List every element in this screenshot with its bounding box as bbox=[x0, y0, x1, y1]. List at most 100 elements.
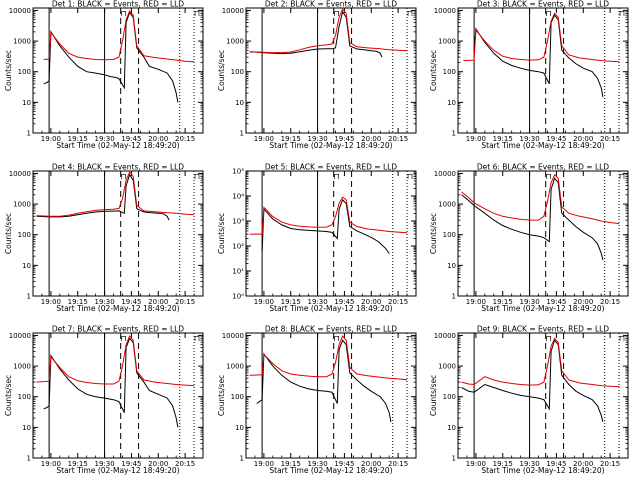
x-tick-label: 19:00 bbox=[254, 135, 274, 143]
series-line-events bbox=[43, 11, 179, 103]
state-marker-glyph: ⊓ bbox=[121, 172, 127, 181]
series-line-events bbox=[256, 339, 392, 423]
y-axis-label: Counts/sec bbox=[4, 50, 13, 91]
series-line-events bbox=[461, 177, 604, 261]
y-tick-label: 1 bbox=[27, 293, 31, 301]
y-tick-label: 1 bbox=[27, 130, 31, 138]
y-tick-label: 10¹ bbox=[232, 268, 244, 276]
chart-title: Det 4: BLACK = Events, RED = LLD bbox=[52, 163, 184, 172]
y-axis-label: Counts/sec bbox=[429, 50, 438, 91]
y-tick-label: 1 bbox=[452, 130, 456, 138]
plot-frame bbox=[457, 170, 629, 297]
y-tick-label: 1000 bbox=[438, 363, 456, 371]
state-marker-glyph: ⊓ bbox=[334, 172, 340, 181]
series-line-events bbox=[261, 199, 390, 254]
y-axis-label: Counts/sec bbox=[429, 213, 438, 254]
state-marker-glyph: ⊓ bbox=[619, 9, 625, 18]
x-tick-label: 20:00 bbox=[573, 460, 593, 468]
state-marker-glyph: ⊓ bbox=[546, 334, 552, 343]
chart-title: Det 6: BLACK = Events, RED = LLD bbox=[477, 163, 609, 172]
x-axis-label: Start Time (02-May-12 18:49:20) bbox=[56, 466, 179, 475]
x-tick-label: 20:00 bbox=[361, 135, 381, 143]
x-tick-label: 20:00 bbox=[361, 460, 381, 468]
x-tick-label: 19:45 bbox=[546, 298, 566, 306]
y-tick-label: 1000 bbox=[438, 201, 456, 209]
x-tick-label: 19:15 bbox=[281, 135, 301, 143]
y-tick-label: 100 bbox=[18, 68, 31, 76]
y-axis-label: Counts/sec bbox=[217, 50, 226, 91]
x-tick-label: 20:15 bbox=[175, 298, 195, 306]
chart-panel-3: Det 3: BLACK = Events, RED = LLD 1 10 100 10… bbox=[429, 0, 629, 150]
y-tick-label: 10 bbox=[22, 424, 31, 432]
state-marker-glyph: ⊓ bbox=[619, 172, 625, 181]
x-tick-label: 19:45 bbox=[121, 135, 141, 143]
series-line-lld bbox=[249, 8, 408, 54]
y-axis-label: Counts/sec bbox=[4, 375, 13, 416]
series-line-lld bbox=[249, 335, 408, 381]
x-tick-label: 19:30 bbox=[519, 298, 539, 306]
x-tick-label: 20:15 bbox=[388, 460, 408, 468]
y-tick-label: 1000 bbox=[13, 201, 31, 209]
chart-panel-4: Det 4: BLACK = Events, RED = LLD 1 10 100 10… bbox=[4, 163, 204, 313]
series-line-lld bbox=[461, 337, 620, 388]
y-tick-label: 10000 bbox=[222, 7, 244, 15]
chart-title: Det 1: BLACK = Events, RED = LLD bbox=[52, 0, 184, 9]
x-tick-label: 19:15 bbox=[493, 298, 513, 306]
y-tick-label: 10 bbox=[235, 99, 244, 107]
y-axis-label: Counts/sec bbox=[429, 375, 438, 416]
chart-title: Det 5: BLACK = Events, RED = LLD bbox=[265, 163, 397, 172]
y-tick-label: 1000 bbox=[226, 363, 244, 371]
x-tick-label: 20:00 bbox=[361, 298, 381, 306]
x-tick-label: 20:15 bbox=[175, 460, 195, 468]
y-axis-label: Counts/sec bbox=[4, 213, 13, 254]
x-axis-label: Start Time (02-May-12 18:49:20) bbox=[269, 466, 392, 475]
series-line-lld bbox=[36, 171, 195, 217]
x-tick-label: 19:15 bbox=[68, 298, 88, 306]
x-tick-label: 20:15 bbox=[175, 135, 195, 143]
y-tick-label: 1 bbox=[452, 293, 456, 301]
y-tick-label: 10 bbox=[22, 262, 31, 270]
y-tick-label: 10 bbox=[22, 99, 31, 107]
x-axis-label: Start Time (02-May-12 18:49:20) bbox=[481, 466, 604, 475]
series-line-lld bbox=[43, 10, 195, 63]
y-tick-label: 10⁵ bbox=[232, 168, 244, 176]
x-tick-label: 20:00 bbox=[573, 135, 593, 143]
series-line-lld bbox=[461, 173, 620, 225]
chart-panel-5: Det 5: BLACK = Events, RED = LLD 10⁰ 10¹ 10… bbox=[217, 163, 417, 313]
y-tick-label: 10000 bbox=[9, 7, 31, 15]
x-tick-label: 19:15 bbox=[68, 460, 88, 468]
series-line-lld bbox=[249, 196, 408, 235]
x-tick-label: 19:30 bbox=[519, 460, 539, 468]
series-line-lld bbox=[36, 335, 195, 387]
state-marker-glyph: ⊓ bbox=[619, 334, 625, 343]
y-axis-label: Counts/sec bbox=[217, 213, 226, 254]
x-tick-label: 19:30 bbox=[94, 460, 114, 468]
series-line-events bbox=[473, 14, 604, 98]
y-tick-label: 10000 bbox=[434, 7, 456, 15]
x-tick-label: 19:45 bbox=[334, 298, 354, 306]
state-marker-glyph: ⊓ bbox=[407, 334, 413, 343]
y-tick-label: 100 bbox=[18, 231, 31, 239]
y-tick-label: 100 bbox=[231, 68, 244, 76]
x-tick-label: 20:15 bbox=[388, 298, 408, 306]
x-tick-label: 19:00 bbox=[254, 298, 274, 306]
y-tick-label: 10⁰ bbox=[232, 293, 244, 301]
x-axis-label: Start Time (02-May-12 18:49:20) bbox=[269, 304, 392, 313]
x-tick-label: 19:30 bbox=[519, 135, 539, 143]
plot-frame bbox=[245, 7, 417, 134]
chart-title: Det 7: BLACK = Events, RED = LLD bbox=[52, 325, 184, 334]
state-marker-glyph: ⊓ bbox=[334, 334, 340, 343]
y-tick-label: 10000 bbox=[9, 332, 31, 340]
state-marker-glyph: ⊓ bbox=[194, 9, 200, 18]
x-tick-label: 19:00 bbox=[41, 460, 61, 468]
x-tick-label: 19:00 bbox=[254, 460, 274, 468]
chart-title: Det 2: BLACK = Events, RED = LLD bbox=[265, 0, 397, 9]
x-tick-label: 19:45 bbox=[546, 135, 566, 143]
y-tick-label: 10000 bbox=[222, 332, 244, 340]
state-marker-glyph: ⊓ bbox=[546, 9, 552, 18]
y-tick-label: 1 bbox=[240, 130, 244, 138]
state-marker-glyph: ⊓ bbox=[121, 9, 127, 18]
x-tick-label: 19:45 bbox=[334, 460, 354, 468]
y-tick-label: 1 bbox=[27, 455, 31, 463]
x-tick-label: 19:15 bbox=[493, 135, 513, 143]
